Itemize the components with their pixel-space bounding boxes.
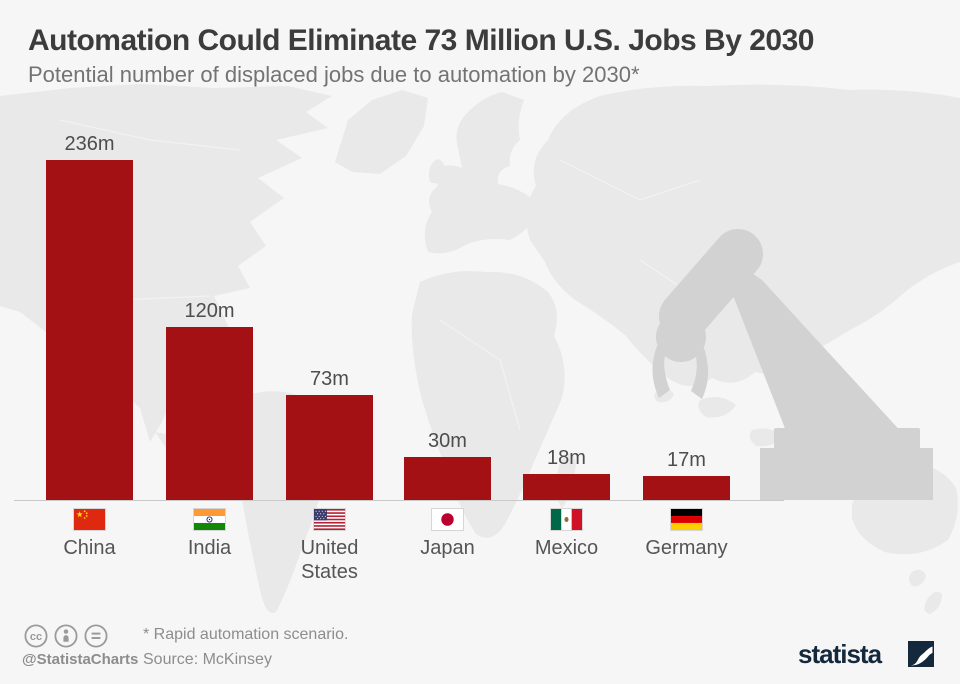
bar-germany xyxy=(643,476,730,500)
country-label-japan: Japan xyxy=(420,537,475,559)
mexico-flag-icon xyxy=(550,508,583,531)
country-label-india: India xyxy=(187,537,232,559)
value-label-mexico: 18m xyxy=(547,447,586,469)
japan-flag-icon xyxy=(431,508,464,531)
value-label-japan: 30m xyxy=(428,430,467,452)
us-flag-icon xyxy=(313,508,346,531)
cc-license-icons: cc xyxy=(24,624,108,648)
page-title: Automation Could Eliminate 73 Million U.… xyxy=(28,24,814,57)
china-flag-icon xyxy=(73,508,106,531)
bar-united-states xyxy=(286,395,373,500)
bar-mexico xyxy=(523,474,610,500)
statista-logo-icon xyxy=(908,641,934,667)
value-label-germany: 17m xyxy=(667,449,706,471)
attribution-icon xyxy=(54,624,78,648)
statista-charts-handle: @StatistaCharts xyxy=(22,651,139,668)
bar-china xyxy=(46,160,133,500)
source-label: Source: McKinsey xyxy=(143,651,272,668)
country-label-mexico: Mexico xyxy=(534,537,599,559)
no-derivatives-icon xyxy=(84,624,108,648)
india-flag-icon xyxy=(193,508,226,531)
country-label-united-states: United States xyxy=(300,537,359,584)
cc-icon: cc xyxy=(24,624,48,648)
germany-flag-icon xyxy=(670,508,703,531)
svg-text:cc: cc xyxy=(30,631,42,643)
footnote: * Rapid automation scenario. xyxy=(143,626,349,643)
axis-baseline xyxy=(14,500,784,501)
robot-arm-silhouette xyxy=(652,229,933,500)
bar-japan xyxy=(404,457,491,500)
value-label-india: 120m xyxy=(184,300,235,322)
bar-india xyxy=(166,327,253,500)
country-label-china: China xyxy=(63,537,116,559)
page-subtitle: Potential number of displaced jobs due t… xyxy=(28,62,640,87)
country-label-germany: Germany xyxy=(645,537,728,559)
statista-logo-text: statista xyxy=(798,639,882,669)
value-label-united-states: 73m xyxy=(310,368,349,390)
value-label-china: 236m xyxy=(64,133,115,155)
